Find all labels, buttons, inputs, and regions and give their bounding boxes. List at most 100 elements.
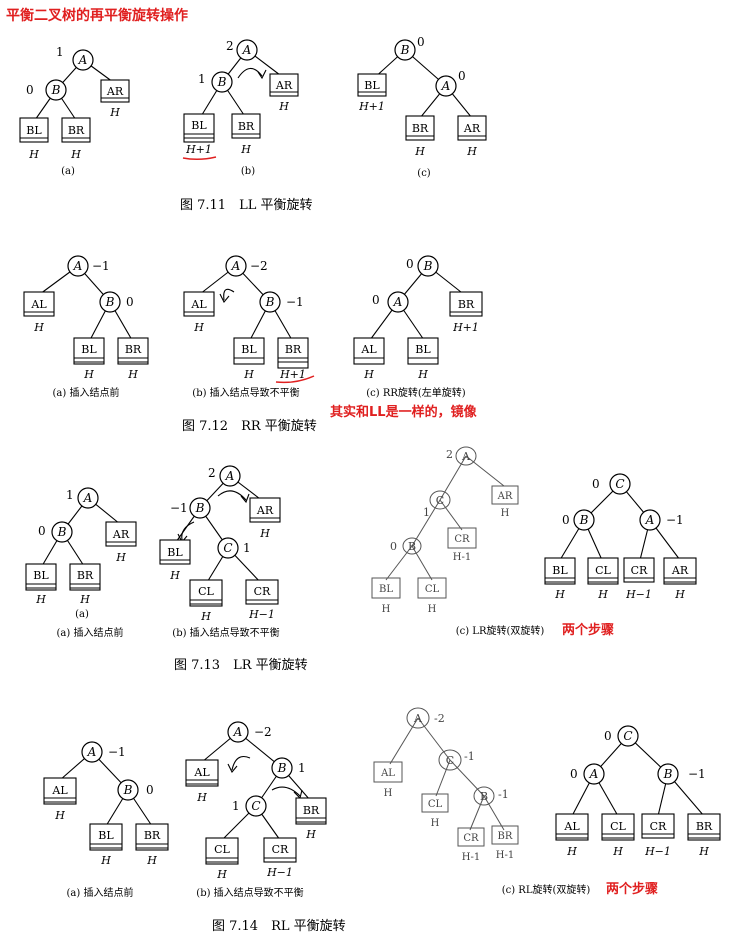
balance-factor: −2	[254, 725, 272, 739]
rotate-arrow	[231, 755, 251, 771]
subtree-cl-label: CL	[595, 564, 611, 577]
subtree-bl-label: BL	[26, 124, 42, 137]
balance-factor: -1	[498, 788, 509, 801]
node-b-label: B	[265, 295, 275, 309]
subtree-br	[117, 337, 149, 365]
annotation-note: 两个步骤	[606, 881, 658, 897]
subtree-cl-label: CL	[610, 820, 626, 833]
balance-factor: 2	[446, 448, 453, 461]
balance-factor: 0	[604, 729, 612, 743]
height-label: H	[115, 551, 126, 564]
subtree-br-label: BR	[68, 124, 85, 137]
subtree-bl-label: BL	[379, 584, 393, 595]
node-a-label: A	[393, 295, 403, 309]
height-label: H	[193, 321, 204, 334]
subtree-ar-label: AR	[463, 122, 481, 135]
subtree-bl	[233, 337, 265, 365]
height-label: H	[259, 527, 270, 540]
node-b	[657, 763, 679, 785]
height-label: H−1	[248, 608, 275, 621]
subtree-cl	[421, 793, 449, 813]
sub-caption: (b) 插入结点导致不平衡	[172, 626, 279, 639]
subtree-cl-label: CL	[198, 585, 214, 598]
height-label: H	[35, 593, 46, 606]
rl-tree-a: A −1 AL H B 0 BL H BR H (a) 插入结点前	[43, 741, 169, 899]
subtree-br-label: BR	[285, 343, 302, 356]
figure-caption: 图 7.13 LR 平衡旋转	[174, 658, 308, 673]
balance-factor: 0	[26, 83, 34, 97]
balance-factor: 0	[570, 767, 578, 781]
subtree-ar	[269, 73, 299, 97]
node-a	[67, 255, 89, 277]
subtree-bl-label: BL	[81, 343, 97, 356]
node-b-label: B	[51, 83, 61, 97]
balance-factor: 1	[56, 45, 64, 59]
rotate-arrow	[223, 288, 235, 301]
subtree-al-label: AL	[51, 784, 68, 797]
node-a	[219, 465, 241, 487]
subtree-ar-label: AR	[112, 528, 130, 541]
sub-caption: (c) RR旋转(左单旋转)	[366, 386, 466, 399]
sub-caption: (c) RL旋转(双旋转)	[502, 883, 591, 896]
subtree-cl-label: CL	[425, 584, 440, 595]
balance-factor: 0	[458, 69, 466, 83]
balance-factor: −1	[170, 501, 188, 515]
height-label: H	[384, 788, 393, 799]
subtree-al-label: AL	[380, 768, 395, 779]
node-c	[617, 725, 639, 747]
balance-factor: 1	[232, 799, 240, 813]
balance-factor: 1	[423, 506, 430, 519]
node-c-label: C	[436, 494, 444, 507]
lr-tree-b: A 2 B −1 AR H BL H C 1 CL H CR H−1 (b)	[159, 465, 281, 639]
node-b	[99, 291, 121, 313]
subtree-cl	[417, 577, 447, 599]
balance-factor: 1	[243, 541, 251, 555]
ll-tree-b: A 2 B 1 AR H BL H+1 BR H (b)	[182, 39, 299, 177]
figure-caption: 图 7.12 RR 平衡旋转	[182, 419, 317, 434]
subtree-ar	[491, 485, 519, 505]
height-label: H	[414, 145, 425, 158]
subtree-ar-label: AR	[275, 79, 293, 92]
node-b-label: B	[579, 513, 589, 527]
node-a	[455, 446, 477, 466]
rotate-arrow	[237, 67, 263, 79]
height-label: H	[597, 588, 608, 601]
sub-caption: (c) LR旋转(双旋转)	[456, 624, 545, 637]
node-b-label: B	[423, 259, 433, 273]
sub-caption: (c)	[417, 168, 431, 179]
subtree-cl-label: CL	[428, 799, 443, 810]
height-label: H	[566, 845, 577, 858]
subtree-br	[277, 337, 309, 369]
balance-factor: 1	[198, 72, 206, 86]
subtree-cr	[457, 827, 485, 847]
node-b	[117, 779, 139, 801]
subtree-bl-label: BL	[415, 343, 431, 356]
height-label: H	[243, 368, 254, 381]
balance-factor: 0	[126, 295, 134, 309]
balance-factor: 0	[146, 783, 154, 797]
height-label: H	[612, 845, 623, 858]
subtree-br-label: BR	[458, 298, 475, 311]
node-a-label: A	[78, 53, 88, 67]
annotation-note: 两个步骤	[562, 622, 614, 638]
ll-tree-a: A 1 B 0 AR H BL H BR H (a)	[19, 45, 130, 177]
rotate-arrow-head	[257, 69, 267, 80]
subtree-br-label: BR	[125, 343, 142, 356]
subtree-cr-label: CR	[463, 833, 479, 844]
subtree-bl-label: BL	[241, 343, 257, 356]
height-label: H	[305, 828, 316, 841]
node-b	[394, 39, 416, 61]
subtree-al-label: AL	[563, 820, 580, 833]
subtree-cl	[205, 837, 239, 865]
node-b-label: B	[408, 540, 416, 553]
height-label: H	[100, 854, 111, 867]
node-c	[217, 537, 239, 559]
subtree-bl	[371, 577, 401, 599]
rr-tree-c: B 0 A 0 BR H+1 AL H BL H (c) RR旋转(左单旋转)	[353, 255, 483, 399]
subtree-cl	[189, 579, 223, 607]
node-b	[211, 71, 233, 93]
node-a-label: A	[231, 259, 241, 273]
subtree-ar-label: AR	[256, 504, 274, 517]
node-b	[402, 537, 422, 555]
subtree-cr-label: CR	[272, 843, 289, 856]
